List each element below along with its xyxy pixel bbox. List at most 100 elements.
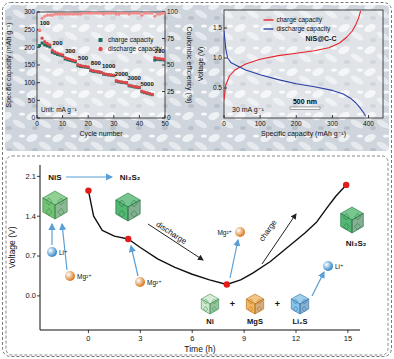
crystal-polyhedron <box>212 307 216 312</box>
crystal-polyhedron <box>131 211 137 218</box>
y-tick-label: 2.1 <box>26 172 36 181</box>
y-tick-label: 1.5 <box>213 24 222 31</box>
crystal-face <box>201 299 210 314</box>
crystal-polyhedron <box>294 299 298 304</box>
legend-label: discharge capacity <box>277 25 332 33</box>
crystal-polyhedron <box>249 307 253 312</box>
crystal-structure <box>246 294 263 314</box>
crystal-face <box>210 299 219 314</box>
y-tick <box>37 65 40 66</box>
data-point <box>125 236 131 242</box>
crystal-structure <box>201 294 218 314</box>
current-label: 30 mA g⁻¹ <box>232 106 264 114</box>
x-tick <box>224 115 225 118</box>
crystal-face <box>300 299 309 314</box>
y-tick <box>37 216 40 217</box>
ion <box>235 227 245 237</box>
diagram <box>43 177 364 314</box>
legend-swatch <box>99 38 103 42</box>
crystal-face <box>341 214 352 234</box>
crystal-polyhedron <box>119 200 125 207</box>
crystal-face <box>255 299 264 314</box>
y-tick-label: 150 <box>24 61 35 68</box>
y-tick <box>37 100 40 101</box>
data-point <box>74 59 77 62</box>
legend-swatch <box>264 28 274 29</box>
rate-label: 200 <box>52 40 63 46</box>
phase-label: Ni₃S₂ <box>120 173 141 182</box>
plot-frame <box>37 12 165 118</box>
phase-label: NiS <box>48 173 62 182</box>
ion-label: Mg²⁺ <box>217 229 232 237</box>
rate-label: 800 <box>91 60 102 66</box>
y-axis-title: Voltage (V) <box>7 226 17 268</box>
plus-sign: + <box>230 299 235 309</box>
plot-data <box>38 12 165 96</box>
crystal-polyhedron <box>257 299 261 304</box>
x-tick <box>296 115 297 118</box>
crystal-polyhedron <box>204 299 208 304</box>
crystal-structure <box>43 191 67 219</box>
rate-label: 1000 <box>102 63 116 69</box>
data-line <box>224 31 366 116</box>
y-tick-label: 0.0 <box>26 291 36 300</box>
crystal-polyhedron <box>302 307 306 312</box>
x-tick <box>244 330 245 333</box>
x-axis-title: Cycle number <box>79 130 123 138</box>
y-tick-label: 100 <box>24 79 35 86</box>
ion-label: Mg²⁺ <box>147 279 162 287</box>
crystal-face <box>246 299 255 314</box>
x-tick-label: 400 <box>363 120 374 127</box>
y2-tick-label: 25 <box>167 88 175 95</box>
data-line <box>224 11 361 100</box>
chart: 036912150.00.71.42.1Time (h)Voltage (V)N… <box>7 165 367 354</box>
data-point <box>41 37 44 40</box>
y2-tick-label: 100 <box>167 8 178 15</box>
y-tick-label: 200 <box>24 44 35 51</box>
y-tick <box>37 295 40 296</box>
x-tick <box>165 115 166 118</box>
y2-tick-label: 50 <box>167 61 175 68</box>
legend: charge capacitydischarge capacity <box>98 36 162 53</box>
ion-label: Li⁺ <box>59 249 68 256</box>
data-point <box>138 12 141 15</box>
legend-swatch <box>98 47 102 51</box>
ion <box>135 277 145 287</box>
crystal-polyhedron <box>302 299 306 304</box>
rate-label: 300 <box>65 48 76 54</box>
x-tick-label: 15 <box>344 334 352 343</box>
sample-label: NiS@C-C <box>306 35 337 42</box>
crystal-structure <box>291 294 308 314</box>
phase-label: Ni₃S₂ <box>346 239 367 248</box>
x-axis-title: Specific capacity (mAh g⁻¹) <box>261 130 346 138</box>
y2-tick-label: 75 <box>167 35 175 42</box>
x-tick-label: 10 <box>59 120 67 127</box>
legend: charge capacitydischarge capacity <box>264 16 332 33</box>
data-point <box>153 15 156 18</box>
y-tick-label: 300 <box>24 8 35 15</box>
sem-background <box>5 5 389 151</box>
chart: 01002003004000.51.01.5Specific capacity … <box>197 10 383 138</box>
ion <box>47 247 57 257</box>
y2-tick <box>162 38 165 39</box>
x-axis <box>40 330 360 331</box>
data-line <box>88 185 346 285</box>
rate-label: 5000 <box>140 81 154 87</box>
ion <box>65 271 75 281</box>
x-tick-label: 20 <box>85 120 93 127</box>
crystal-polyhedron <box>344 214 350 221</box>
y-tick-label: 50 <box>28 97 36 104</box>
x-tick-label: 300 <box>327 120 338 127</box>
crystal-polyhedron <box>58 198 64 205</box>
phase-label: Ni <box>206 317 214 326</box>
y2-tick <box>162 118 165 119</box>
process-label: discharge <box>154 220 188 247</box>
chart: 010203040500501001502002503000255075100C… <box>5 8 193 138</box>
arrow <box>62 224 67 270</box>
crystal-face <box>43 198 55 219</box>
y-tick <box>37 176 40 177</box>
y-tick-label: 0 <box>31 114 35 121</box>
y-tick <box>224 58 227 59</box>
phase-label: MgS <box>247 317 263 326</box>
plus-sign: + <box>275 299 280 309</box>
